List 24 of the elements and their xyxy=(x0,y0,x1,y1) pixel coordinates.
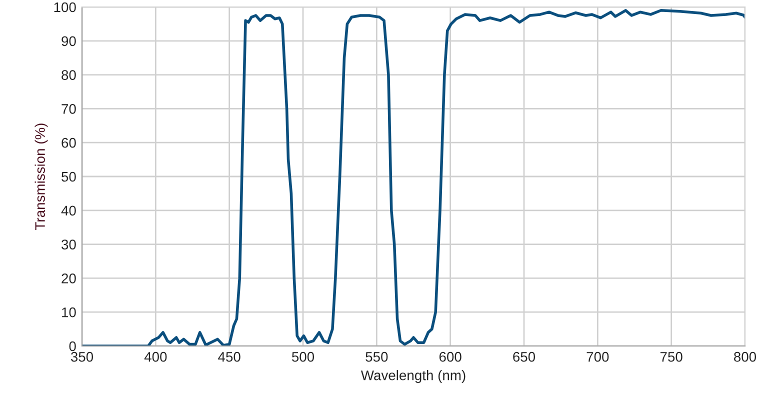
x-tick-label: 600 xyxy=(439,352,462,362)
y-tick-label: 30 xyxy=(62,240,76,250)
x-tick-label: 550 xyxy=(366,352,388,362)
y-tick-label: 80 xyxy=(62,70,76,80)
y-tick-label: 60 xyxy=(62,138,76,148)
y-tick-label: 0 xyxy=(69,341,76,352)
line-series xyxy=(82,9,745,346)
x-tick-label: 450 xyxy=(218,352,240,362)
x-tick-label: 700 xyxy=(586,352,609,362)
y-tick-label: 10 xyxy=(62,307,76,318)
x-tick-label: 500 xyxy=(292,352,314,362)
x-tick-label: 800 xyxy=(734,352,756,362)
x-tick-label: 750 xyxy=(660,352,682,362)
y-tick-label: 50 xyxy=(62,172,76,182)
y-tick-label: 90 xyxy=(62,36,76,46)
x-axis-title: Wavelength (nm) xyxy=(360,370,466,384)
y-axis-title: Transmission (%) xyxy=(34,124,48,230)
x-tick-label: 400 xyxy=(144,352,167,362)
y-tick-label: 100 xyxy=(54,2,76,12)
x-tick-label: 650 xyxy=(513,352,536,362)
x-tick-label: 350 xyxy=(70,352,94,362)
y-tick-label: 20 xyxy=(62,274,76,284)
y-tick-label: 70 xyxy=(62,104,76,114)
y-tick-label: 40 xyxy=(61,206,76,216)
